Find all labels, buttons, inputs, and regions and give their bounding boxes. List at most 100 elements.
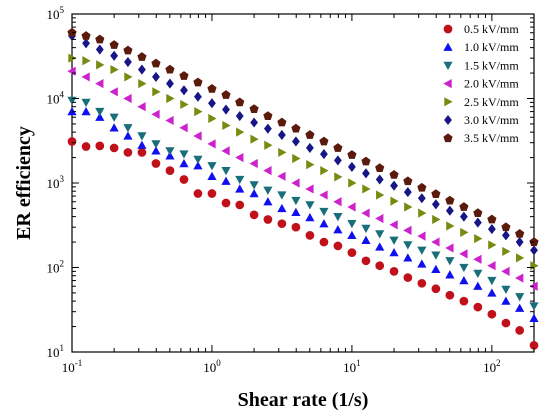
data-point (473, 217, 482, 228)
data-point (109, 40, 119, 49)
data-point (138, 64, 146, 75)
data-point (263, 197, 273, 206)
data-point (417, 259, 427, 268)
data-point (221, 176, 231, 185)
data-point (81, 31, 91, 40)
data-point (249, 104, 259, 113)
series-0 (67, 137, 539, 350)
data-point (221, 90, 231, 99)
legend-marker (443, 133, 453, 143)
data-point (81, 142, 91, 151)
data-point (180, 85, 188, 96)
data-point (235, 110, 244, 122)
legend-label: 3.5 kV/mm (464, 131, 519, 145)
data-point (235, 184, 245, 193)
data-point (193, 131, 202, 141)
data-point (459, 263, 469, 273)
data-point (151, 58, 161, 68)
data-point (389, 266, 399, 276)
legend-marker (444, 114, 452, 126)
data-point (236, 127, 245, 137)
data-point (95, 79, 104, 89)
legend-item: 0.5 kV/mm (443, 22, 519, 36)
data-point (207, 139, 216, 149)
data-point (459, 249, 468, 259)
data-point (333, 241, 343, 251)
data-point (417, 193, 426, 204)
y-axis: 101 102 103 104 105 (47, 5, 534, 360)
data-point (95, 44, 104, 55)
data-point (249, 210, 259, 220)
data-point (404, 202, 413, 212)
data-point (277, 219, 287, 229)
y-tick-label: 104 (47, 90, 65, 107)
legend-marker (443, 79, 452, 89)
data-point (446, 221, 455, 231)
data-point (123, 45, 133, 55)
plot-area (71, 13, 535, 353)
data-point (263, 215, 273, 224)
data-point (137, 102, 146, 112)
data-point (291, 178, 300, 188)
data-point (403, 176, 413, 186)
data-point (95, 112, 105, 121)
data-point (165, 64, 175, 74)
data-point (375, 230, 385, 239)
data-point (96, 60, 105, 70)
data-point (417, 182, 427, 192)
data-point (431, 189, 441, 198)
data-point (291, 196, 301, 206)
data-point (431, 199, 440, 210)
data-point (431, 284, 441, 294)
data-point (459, 296, 469, 306)
data-point (515, 237, 524, 248)
data-point (165, 147, 175, 156)
data-point (207, 162, 217, 171)
data-point (263, 166, 272, 176)
y-tick-label: 103 (47, 174, 65, 191)
data-point (137, 52, 147, 61)
data-point (375, 163, 385, 173)
data-point (67, 66, 76, 76)
data-point (319, 219, 329, 228)
data-point (515, 273, 524, 283)
y-axis-title: ER efficiency (13, 126, 35, 240)
data-point (515, 229, 525, 238)
legend-label: 2.5 kV/mm (464, 95, 519, 109)
data-point (431, 237, 440, 247)
x-tick-label: 100 (203, 358, 221, 375)
data-point (333, 197, 342, 207)
data-point (222, 120, 231, 131)
data-point (166, 78, 174, 89)
data-point (501, 296, 511, 305)
y-tick-label: 102 (47, 259, 65, 276)
data-point (487, 261, 496, 271)
data-point (305, 212, 315, 222)
data-point (235, 97, 245, 107)
data-point (81, 98, 91, 107)
data-point (473, 208, 483, 218)
data-point (81, 72, 90, 82)
data-point (179, 123, 188, 133)
legend-marker (444, 97, 453, 107)
data-point (137, 140, 147, 149)
data-point (152, 87, 161, 97)
data-point (194, 91, 202, 102)
data-point (110, 64, 119, 75)
legend-label: 0.5 kV/mm (464, 22, 519, 36)
data-point (249, 188, 259, 198)
series-3 (67, 66, 538, 291)
data-point (277, 171, 286, 181)
data-point (151, 146, 161, 155)
data-point (95, 141, 105, 151)
data-point (488, 240, 497, 250)
data-point (207, 84, 217, 93)
data-point (347, 202, 356, 212)
data-point (417, 246, 427, 255)
legend-label: 3.0 kV/mm (464, 113, 519, 127)
data-point (347, 220, 357, 229)
data-point (530, 245, 538, 256)
data-point (305, 201, 315, 210)
data-point (277, 191, 287, 200)
data-point (487, 288, 497, 297)
